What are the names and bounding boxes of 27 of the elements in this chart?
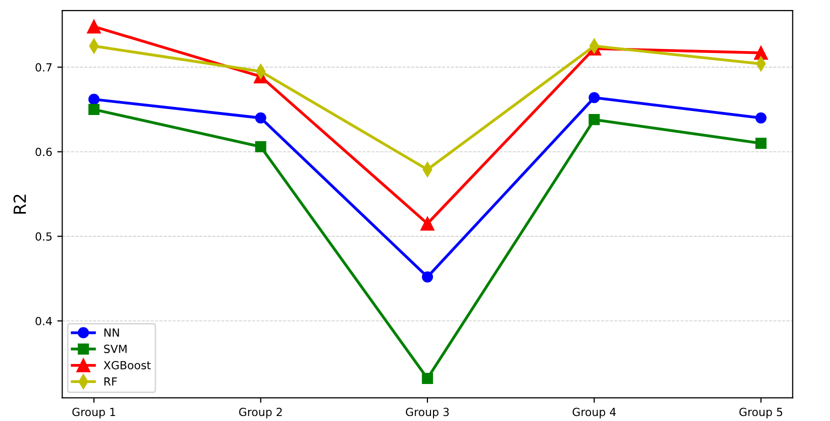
y-axis-title: R2 [13, 194, 26, 214]
x-tick-label: Group 5 [739, 408, 782, 418]
point [755, 112, 767, 124]
y-tick-label: 0.4 [36, 316, 52, 326]
point [88, 94, 100, 105]
x-tick-label: Group 3 [406, 408, 449, 418]
point [255, 141, 266, 152]
point [754, 46, 768, 60]
x-tick-label: Group 1 [72, 408, 116, 418]
legend-label: NN [104, 328, 119, 337]
x-tick-label: Group 2 [239, 408, 282, 418]
point [422, 372, 434, 384]
y-tick-label: 0.7 [36, 63, 52, 72]
y-tick-label: 0.6 [36, 148, 52, 156]
legend-label: SVM [104, 344, 127, 354]
legend-label: RF [104, 377, 117, 386]
point [588, 114, 600, 126]
point [422, 271, 434, 282]
point [588, 92, 600, 104]
point [255, 112, 266, 124]
point [88, 104, 100, 116]
point [420, 216, 434, 231]
legend-label: XGBoost [104, 360, 151, 370]
y-tick-label: 0.5 [36, 232, 52, 241]
x-tick-label: Group 4 [572, 408, 616, 418]
point [86, 20, 101, 34]
point [755, 138, 767, 149]
